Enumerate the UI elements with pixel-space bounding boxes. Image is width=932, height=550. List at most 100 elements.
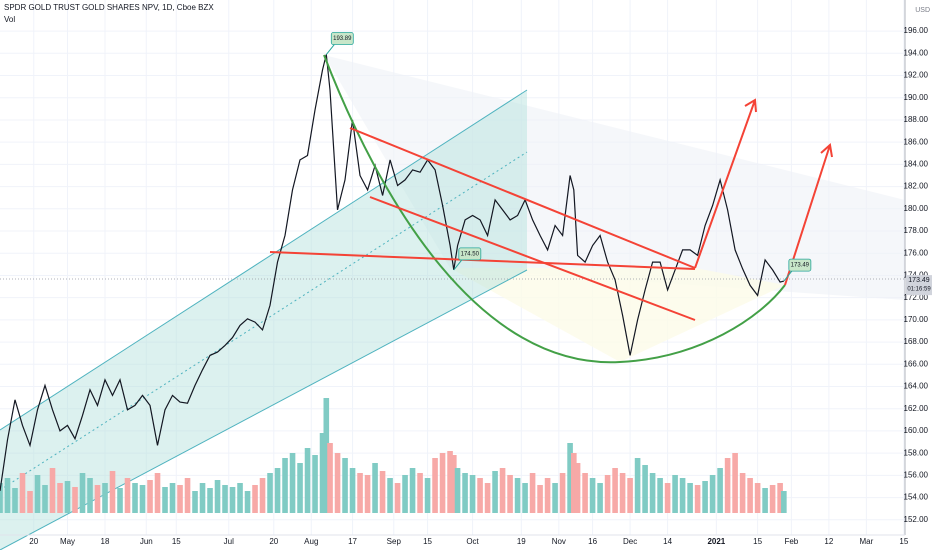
currency: USD (915, 7, 930, 14)
volume-bar (522, 483, 528, 513)
volume-bar (492, 471, 498, 513)
x-tick-label: May (60, 537, 75, 546)
axis-labels: 152.00 154.00 156.00 158.00 160.00 162.00 164.… (29, 26, 932, 546)
arrow (694, 98, 757, 269)
volume-bar (282, 458, 288, 513)
volume-bar (289, 453, 296, 513)
volume-bar (72, 487, 78, 513)
volume-bar (529, 473, 536, 513)
volume-bar (769, 485, 776, 513)
volume-bar (64, 481, 71, 513)
volume-bar (297, 463, 303, 513)
y-tick-label: 190.00 (904, 93, 929, 102)
volume-bar (222, 485, 228, 513)
annotation-label: 174.50 (461, 251, 480, 257)
volume-bar (694, 485, 701, 513)
y-tick-label: 166.00 (904, 359, 929, 368)
cup-shade (450, 268, 785, 362)
volume-bar (259, 478, 266, 513)
cup-curve (323, 54, 786, 364)
volume-bar (687, 483, 693, 513)
volume-bar (87, 478, 93, 513)
volume-bar (304, 448, 311, 513)
fan-shade (324, 55, 905, 300)
volume-bar (499, 468, 506, 513)
x-tick-label: Nov (552, 537, 566, 546)
y-tick-label: 174.00 (904, 271, 929, 280)
volume-bar (604, 475, 611, 513)
volume-bar (117, 488, 123, 513)
volume-bar (717, 468, 723, 513)
y-tick-label: 176.00 (904, 248, 929, 257)
trend-line (369, 196, 696, 321)
volume-bar (619, 473, 626, 513)
volume-bar (252, 485, 258, 513)
volume-bar (747, 478, 753, 513)
volume-bar (664, 483, 671, 513)
volume-bar (477, 478, 483, 513)
x-tick-label: Sep (387, 537, 402, 546)
y-tick-label: 152.00 (904, 515, 929, 524)
volume-bar (454, 468, 461, 513)
volume-bar (439, 453, 446, 513)
volume-bar (394, 483, 401, 513)
volume-bar (334, 453, 341, 513)
volume-bar (732, 453, 738, 513)
volume-bar (177, 485, 183, 513)
volume-bar (627, 478, 633, 513)
volume-bar (739, 473, 746, 513)
volume-bar (12, 488, 18, 513)
y-tick-label: 196.00 (904, 26, 929, 35)
y-tick-label: 184.00 (904, 159, 929, 168)
volume-bar (451, 455, 457, 513)
x-tick-label: Oct (466, 537, 479, 546)
volume-bar (237, 483, 243, 513)
volume-bar (124, 478, 131, 513)
volume-bar (447, 451, 453, 513)
volume-bar (4, 478, 11, 513)
volume-bar (597, 483, 603, 513)
volume-bar (379, 471, 386, 513)
volume-bar (162, 487, 168, 513)
y-tick-label: 162.00 (904, 404, 929, 413)
volume-bar (484, 483, 491, 513)
volume-bar (147, 480, 153, 513)
volume-bar (417, 473, 423, 513)
volume-bar (372, 463, 378, 513)
volume-bar (432, 458, 438, 513)
volume-bar (777, 483, 783, 513)
volume-bar (567, 443, 573, 513)
y-tick-label: 186.00 (904, 137, 929, 146)
y-tick-label: 182.00 (904, 182, 929, 191)
annotation-label: 173.49 (791, 263, 810, 269)
volume-bar (544, 478, 551, 513)
countdown: 01:16:59 (907, 287, 931, 293)
volume-bar (94, 485, 101, 513)
volume-bar (514, 478, 521, 513)
y-tick-label: 160.00 (904, 426, 929, 435)
volume-bar (214, 480, 221, 513)
channel-mid (0, 151, 528, 491)
x-tick-label: 18 (101, 537, 110, 546)
volume-bar (357, 473, 363, 513)
x-tick-label: 15 (899, 537, 908, 546)
annotation-pointer (325, 44, 335, 55)
channel (0, 90, 527, 550)
volume-bar (469, 475, 476, 513)
x-tick-label: 20 (29, 537, 38, 546)
volume-bar (582, 473, 588, 513)
y-tick-label: 188.00 (904, 115, 929, 124)
volume-bar (424, 478, 431, 513)
volume-bar (342, 458, 348, 513)
volume-bar (762, 488, 768, 513)
volume-bar (192, 491, 198, 513)
price-line (0, 54, 785, 491)
volume-bar (642, 465, 648, 513)
y-tick-label: 154.00 (904, 493, 929, 502)
volume-bar (634, 458, 641, 513)
volume-bar (781, 491, 787, 513)
volume-bar (169, 483, 176, 513)
last-price-label: 173.49 (908, 277, 930, 284)
annotation-label: 193.89 (333, 36, 352, 42)
